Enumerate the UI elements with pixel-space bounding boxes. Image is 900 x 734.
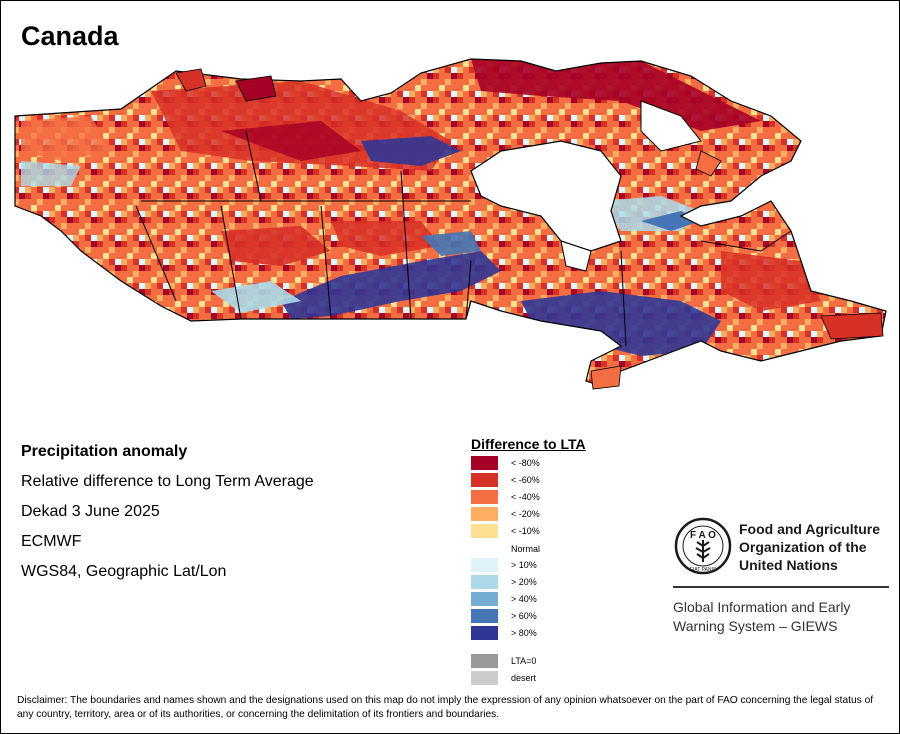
disclaimer: Disclaimer: The boundaries and names sho… [17, 695, 874, 720]
legend-swatch [471, 507, 498, 521]
arctic-islands [175, 68, 884, 390]
legend: Difference to LTA < -80% < -60% < -40% <… [471, 436, 611, 696]
svg-text:FIAT PANIS: FIAT PANIS [690, 567, 717, 573]
canada-outline [14, 58, 887, 387]
legend-swatch [471, 626, 498, 640]
province-boundaries [14, 116, 792, 347]
hudson-bay [470, 140, 622, 252]
legend-swatch [471, 524, 498, 538]
legend-normal: Normal [511, 544, 541, 554]
map-period: Dekad 3 June 2025 [21, 503, 160, 520]
precipitation-anomaly-map [14, 58, 887, 390]
map-projection: WGS84, Geographic Lat/Lon [21, 563, 227, 580]
legend-swatch [471, 654, 498, 668]
legend-swatch [471, 490, 498, 504]
divider [673, 586, 889, 588]
legend-swatch [471, 671, 498, 685]
legend-swatch [471, 609, 498, 623]
legend-swatch [471, 456, 498, 470]
map-source: ECMWF [21, 533, 82, 550]
legend-swatch [471, 558, 498, 572]
map-subtitle: Relative difference to Long Term Average [21, 473, 314, 490]
legend-swatch [471, 575, 498, 589]
fao-emblem-icon: F A O FIAT PANIS [674, 517, 732, 575]
map-info: Precipitation anomaly Relative differenc… [21, 441, 314, 591]
map-title: Canada [21, 21, 119, 51]
fao-logo-block: F A O FIAT PANIS Food and Agriculture Or… [673, 516, 889, 634]
svg-text:F A O: F A O [690, 530, 716, 541]
map-heading: Precipitation anomaly [21, 443, 188, 460]
legend-swatch [471, 592, 498, 606]
legend-swatch [471, 473, 498, 487]
giews-name: Global Information and Early Warning Sys… [673, 599, 851, 634]
fao-name: Food and Agriculture Organization of the… [739, 521, 881, 573]
legend-title: Difference to LTA [471, 436, 586, 452]
anomaly-raster [15, 59, 886, 386]
